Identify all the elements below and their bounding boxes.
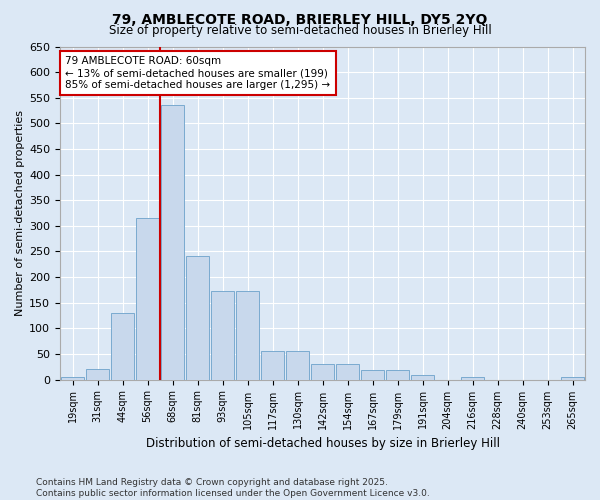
Text: 79, AMBLECOTE ROAD, BRIERLEY HILL, DY5 2YQ: 79, AMBLECOTE ROAD, BRIERLEY HILL, DY5 2… [112, 12, 488, 26]
Bar [261, 352, 284, 380]
Text: 79 AMBLECOTE ROAD: 60sqm
← 13% of semi-detached houses are smaller (199)
85% of : 79 AMBLECOTE ROAD: 60sqm ← 13% of semi-d… [65, 56, 331, 90]
Bar [211, 292, 234, 380]
Y-axis label: Number of semi-detached properties: Number of semi-detached properties [15, 110, 25, 316]
Bar [286, 352, 309, 380]
X-axis label: Distribution of semi-detached houses by size in Brierley Hill: Distribution of semi-detached houses by … [146, 437, 500, 450]
Bar [461, 377, 484, 380]
Bar [186, 256, 209, 380]
Bar [361, 370, 384, 380]
Bar [86, 370, 109, 380]
Bar [311, 364, 334, 380]
Bar [386, 370, 409, 380]
Bar [236, 292, 259, 380]
Bar [561, 377, 584, 380]
Bar [61, 377, 84, 380]
Text: Contains HM Land Registry data © Crown copyright and database right 2025.
Contai: Contains HM Land Registry data © Crown c… [36, 478, 430, 498]
Bar [161, 106, 184, 380]
Bar [136, 218, 159, 380]
Bar [111, 313, 134, 380]
Bar [336, 364, 359, 380]
Text: Size of property relative to semi-detached houses in Brierley Hill: Size of property relative to semi-detach… [109, 24, 491, 37]
Bar [411, 376, 434, 380]
